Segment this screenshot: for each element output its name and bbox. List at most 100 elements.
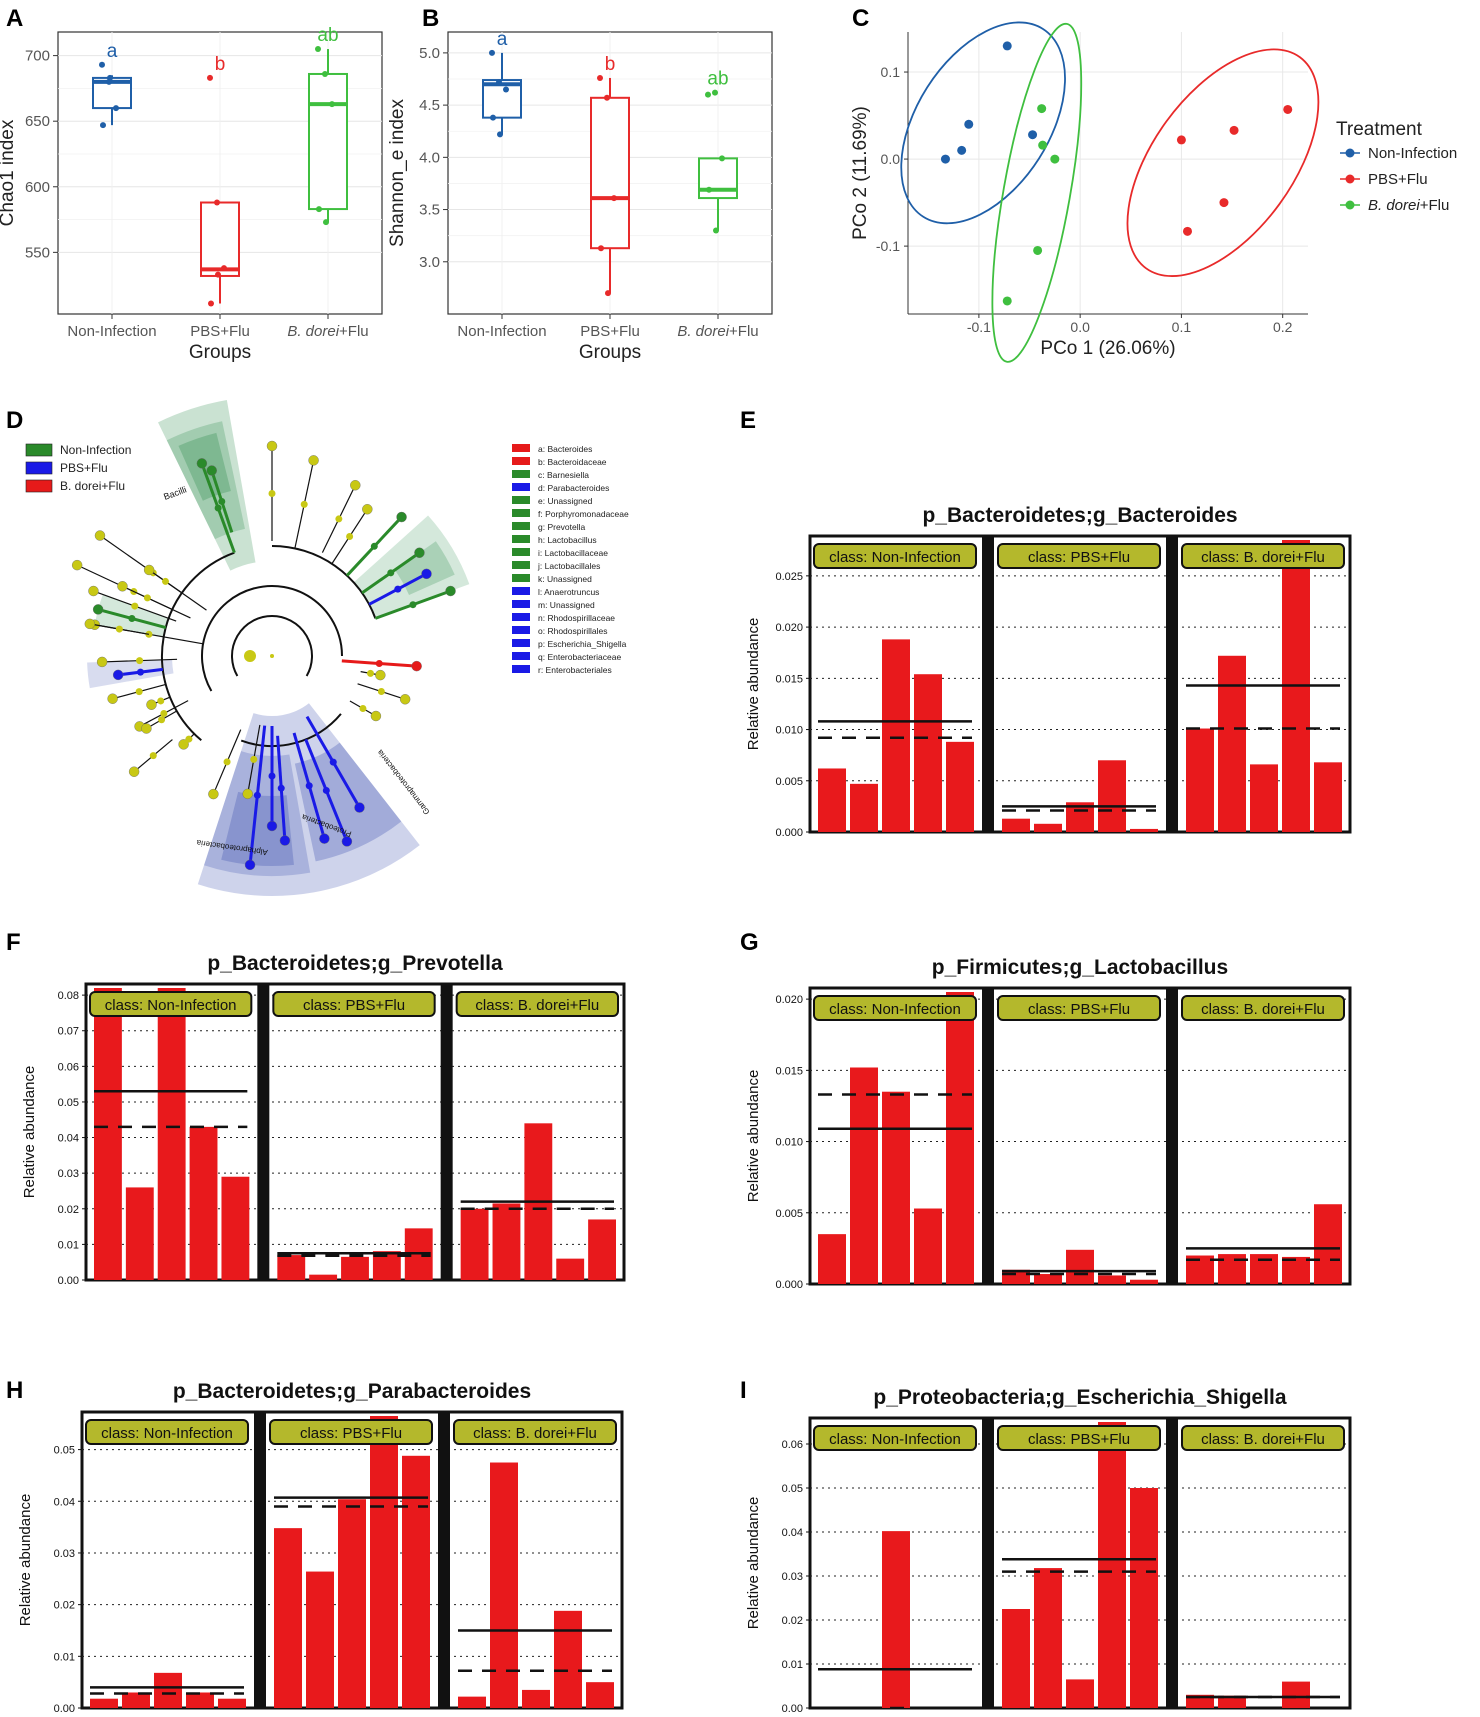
- class-label-box: [269, 1419, 433, 1445]
- panel-A: A 550 600 650 700 a Non-Infection b PBS+Flu ab B. …: [0, 5, 383, 363]
- y-tick-label: 0.1: [881, 64, 901, 80]
- key-entry: m: Unassigned: [538, 600, 595, 610]
- data-point: [706, 186, 712, 193]
- bar: [914, 1208, 942, 1284]
- key-entry: g: Prevotella: [538, 522, 586, 532]
- bar: [1314, 1204, 1342, 1284]
- bar: [157, 988, 186, 1280]
- tree-node: [319, 833, 330, 844]
- tree-node: [178, 739, 189, 750]
- class-label-box: [997, 1425, 1161, 1451]
- bar: [458, 1696, 486, 1708]
- tree-node: [117, 581, 128, 592]
- chart-title: p_Bacteroidetes;g_Parabacteroides: [173, 1380, 531, 1403]
- tree-node: [414, 547, 425, 558]
- legend-swatch: [25, 443, 53, 457]
- data-point: [705, 91, 711, 98]
- x-tick-label: 0.1: [1172, 319, 1192, 335]
- box: [698, 157, 738, 200]
- tree-branch: [161, 551, 235, 742]
- data-point: [964, 119, 974, 129]
- confidence-ellipse: [1126, 48, 1320, 277]
- bar: [1002, 1609, 1030, 1708]
- key-swatch: [512, 535, 530, 543]
- significance-letter: b: [215, 54, 226, 75]
- x-tick-label: B. dorei+Flu: [287, 323, 368, 340]
- panel-D: D Non-Infection PBS+Flu B. dorei+Flu a: Bact…: [6, 399, 629, 896]
- bar: [274, 1528, 302, 1708]
- key-swatch: [512, 613, 530, 621]
- y-axis-title: Chao1 index: [0, 119, 18, 226]
- tree-node: [305, 782, 313, 790]
- bar: [946, 992, 974, 1284]
- class-label-box: [1181, 1425, 1345, 1451]
- data-point: [1176, 135, 1186, 145]
- key-entry: q: Enterobacteriaceae: [538, 652, 621, 662]
- bar: [850, 783, 878, 832]
- y-tick-label: 0.07: [58, 1026, 79, 1038]
- panel-B: B 3.0 3.5 4.0 4.5 5.0 a Non-Infection b PBS+Flu ab…: [387, 5, 773, 363]
- box: [482, 79, 522, 119]
- tree-node: [143, 564, 155, 576]
- tree-node: [115, 625, 123, 633]
- tree-node: [242, 788, 253, 800]
- y-tick-label: 3.0: [419, 254, 440, 271]
- tree-node: [354, 802, 365, 813]
- bar: [1130, 1488, 1158, 1708]
- bar: [1282, 1256, 1310, 1284]
- x-tick-label: B. dorei+Flu: [677, 323, 758, 340]
- significance-letter: a: [497, 29, 508, 50]
- chart-title: p_Bacteroidetes;g_Prevotella: [207, 952, 503, 975]
- tree-node: [149, 752, 157, 760]
- tree-node: [341, 836, 353, 847]
- confidence-ellipse: [991, 22, 1083, 363]
- class-label-box: [813, 995, 977, 1021]
- legend-entry: PBS+Flu: [1368, 171, 1428, 188]
- key-swatch: [512, 457, 530, 465]
- bar: [1034, 823, 1062, 832]
- tree-node: [92, 604, 104, 615]
- key-swatch: [512, 665, 530, 673]
- data-point: [1219, 198, 1229, 208]
- data-point: [329, 101, 335, 108]
- bar: [1066, 1679, 1094, 1708]
- y-tick-label: 4.5: [419, 97, 440, 114]
- y-tick-label: 0.01: [58, 1239, 79, 1251]
- data-point: [605, 290, 611, 297]
- data-point: [713, 227, 719, 234]
- bar: [306, 1571, 334, 1708]
- significance-letter: b: [605, 54, 616, 75]
- data-point: [207, 74, 213, 81]
- class-label-box: [1181, 995, 1345, 1021]
- y-tick-label: 0.04: [782, 1527, 803, 1539]
- class-label-box: [1181, 543, 1345, 569]
- tree-node: [146, 699, 157, 710]
- bar: [914, 674, 942, 832]
- data-point: [1229, 125, 1239, 135]
- bar: [882, 1531, 910, 1708]
- bar: [309, 1274, 338, 1280]
- data-point: [611, 195, 617, 202]
- tree-node: [107, 693, 118, 704]
- data-point: [957, 145, 967, 155]
- key-entry: b: Bacteroidaceae: [538, 457, 607, 467]
- data-point: [208, 300, 214, 307]
- data-point: [1002, 41, 1012, 51]
- data-point: [107, 74, 113, 81]
- y-tick-label: 0.06: [782, 1439, 803, 1451]
- tree-node: [277, 784, 285, 792]
- key-swatch: [512, 639, 530, 647]
- data-point: [100, 122, 106, 129]
- class-label: class: Non-Infection: [101, 1425, 233, 1442]
- bar: [1218, 1695, 1246, 1708]
- legend-entry: B. dorei+Flu: [60, 479, 125, 493]
- bar: [492, 1203, 521, 1280]
- root-node: [270, 654, 274, 658]
- tree-node: [377, 688, 385, 696]
- panel-separator: [982, 536, 994, 832]
- panel-E: Ep_Bacteroidetes;g_Bacteroides 0.000 0.005…: [740, 407, 1352, 839]
- y-axis-title: Relative abundance: [745, 618, 762, 751]
- y-axis-title: Relative abundance: [17, 1494, 34, 1627]
- panel-separator: [254, 1412, 266, 1708]
